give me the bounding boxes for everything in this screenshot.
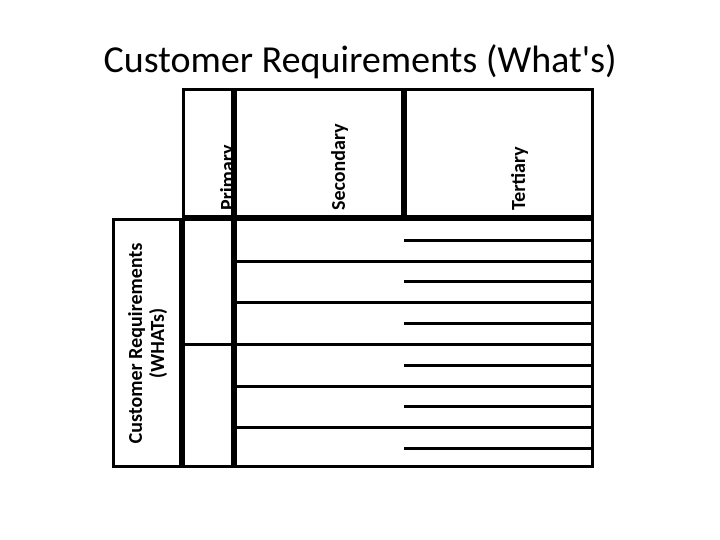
tertiary-row-5 — [404, 322, 594, 325]
secondary-row-4 — [234, 385, 594, 388]
col-header-tertiary — [404, 88, 594, 218]
tertiary-row-9 — [404, 405, 594, 408]
tertiary-row-3 — [404, 280, 594, 283]
col-label-secondary: Secondary — [327, 92, 351, 210]
primary-row-1 — [182, 343, 594, 346]
row-label: Customer Requirements(WHATs) — [112, 218, 182, 468]
col-label-tertiary: Tertiary — [507, 92, 531, 210]
page-title: Customer Requirements (What's) — [0, 37, 720, 83]
secondary-row-2 — [234, 301, 594, 304]
tertiary-row-11 — [404, 447, 594, 450]
secondary-row-1 — [234, 260, 594, 263]
tertiary-row-7 — [404, 364, 594, 367]
tertiary-row-1 — [404, 239, 594, 242]
col-header-secondary — [234, 88, 404, 218]
secondary-row-5 — [234, 426, 594, 429]
